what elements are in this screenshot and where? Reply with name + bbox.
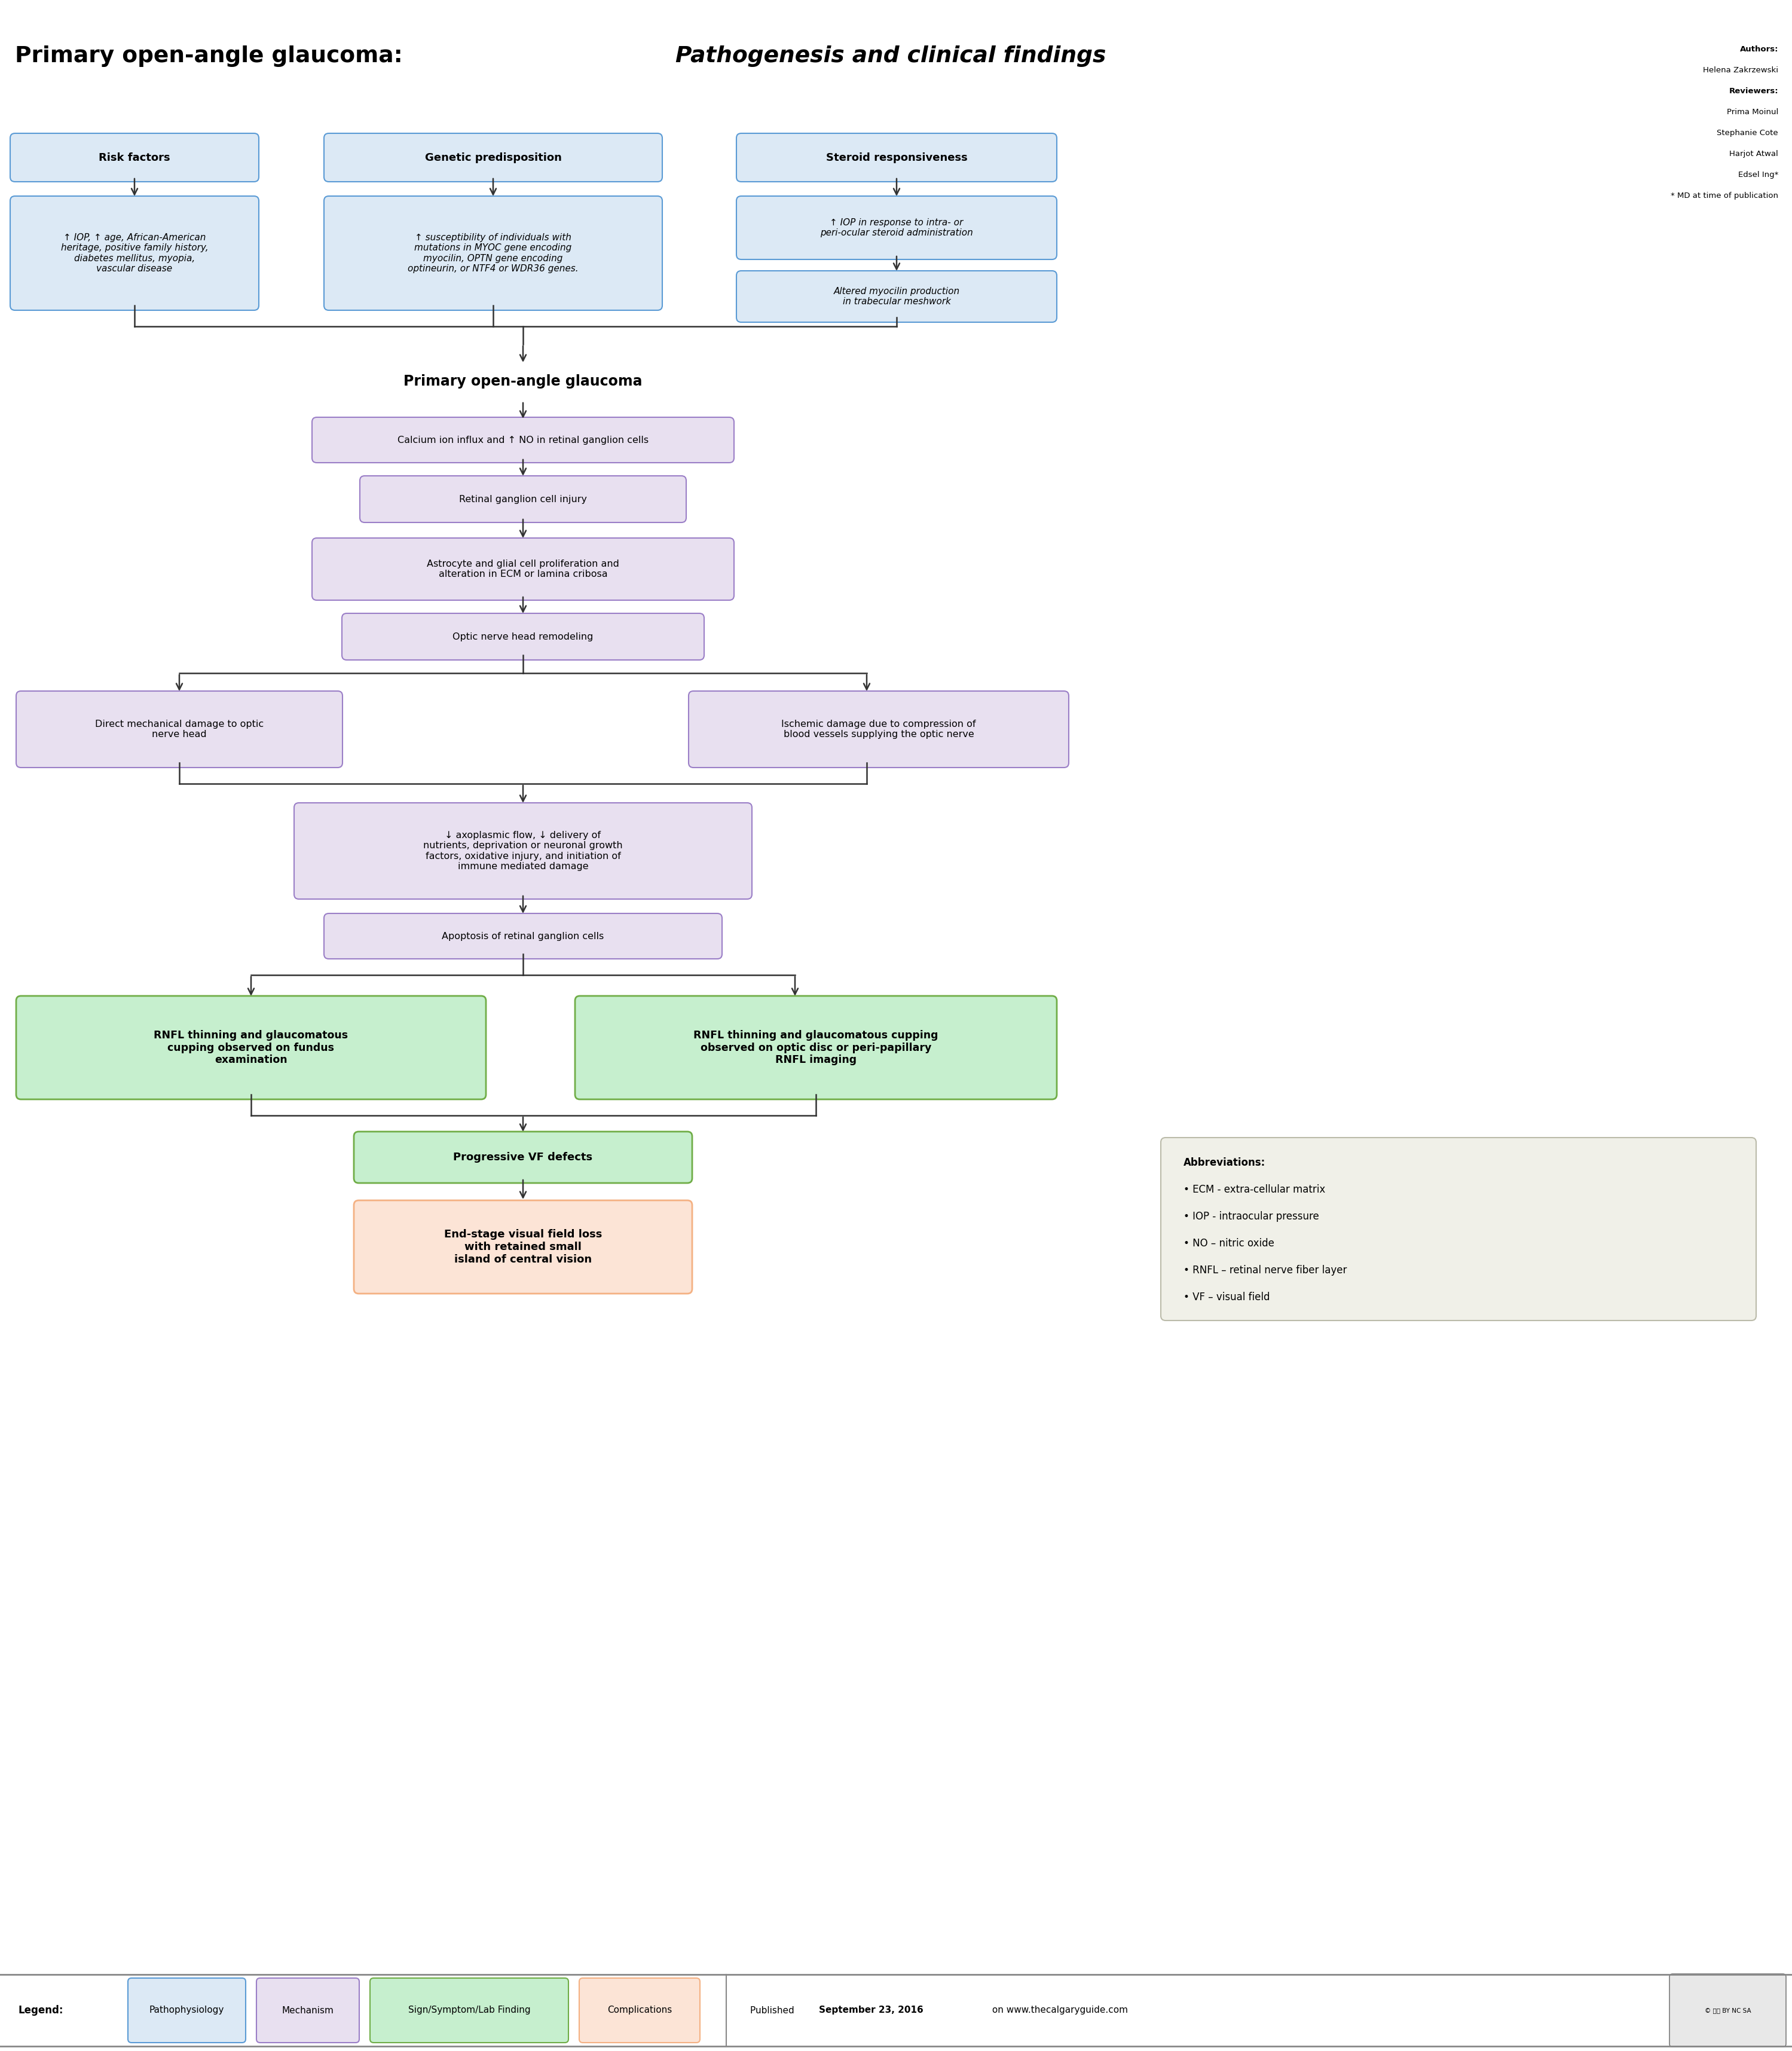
- Text: Abbreviations:: Abbreviations:: [1183, 1157, 1265, 1169]
- Text: ↑ susceptibility of individuals with
mutations in MYOC gene encoding
myocilin, O: ↑ susceptibility of individuals with mut…: [409, 234, 579, 273]
- Text: Sign/Symptom/Lab Finding: Sign/Symptom/Lab Finding: [409, 2006, 530, 2014]
- Text: September 23, 2016: September 23, 2016: [819, 2006, 923, 2014]
- FancyBboxPatch shape: [294, 802, 753, 898]
- Text: Edsel Ing*: Edsel Ing*: [1738, 170, 1778, 178]
- FancyBboxPatch shape: [353, 1200, 692, 1294]
- FancyBboxPatch shape: [11, 197, 258, 310]
- Text: Stephanie Cote: Stephanie Cote: [1717, 129, 1778, 137]
- Text: Calcium ion influx and ↑ NO in retinal ganglion cells: Calcium ion influx and ↑ NO in retinal g…: [398, 435, 649, 445]
- FancyBboxPatch shape: [369, 1977, 568, 2043]
- Text: Retinal ganglion cell injury: Retinal ganglion cell injury: [459, 494, 588, 505]
- Text: Risk factors: Risk factors: [99, 152, 170, 162]
- Text: • IOP - intraocular pressure: • IOP - intraocular pressure: [1183, 1210, 1319, 1222]
- Text: Mechanism: Mechanism: [281, 2006, 333, 2014]
- FancyBboxPatch shape: [324, 133, 663, 183]
- FancyBboxPatch shape: [16, 997, 486, 1099]
- Text: ↑ IOP in response to intra- or
peri-ocular steroid administration: ↑ IOP in response to intra- or peri-ocul…: [821, 217, 973, 238]
- Text: Harjot Atwal: Harjot Atwal: [1729, 150, 1778, 158]
- Text: Published: Published: [751, 2006, 797, 2014]
- Text: Primary open-angle glaucoma: Primary open-angle glaucoma: [403, 373, 642, 388]
- Text: RNFL thinning and glaucomatous
cupping observed on fundus
examination: RNFL thinning and glaucomatous cupping o…: [154, 1030, 348, 1064]
- FancyBboxPatch shape: [312, 537, 735, 601]
- Text: Astrocyte and glial cell proliferation and
alteration in ECM or lamina cribosa: Astrocyte and glial cell proliferation a…: [426, 560, 620, 578]
- Text: Optic nerve head remodeling: Optic nerve head remodeling: [453, 632, 593, 642]
- FancyBboxPatch shape: [353, 1132, 692, 1183]
- Text: * MD at time of publication: * MD at time of publication: [1670, 193, 1778, 199]
- Text: Direct mechanical damage to optic
nerve head: Direct mechanical damage to optic nerve …: [95, 720, 263, 738]
- Text: ↓ axoplasmic flow, ↓ delivery of
nutrients, deprivation or neuronal growth
facto: ↓ axoplasmic flow, ↓ delivery of nutrien…: [423, 831, 624, 872]
- Text: • NO – nitric oxide: • NO – nitric oxide: [1183, 1239, 1274, 1249]
- Text: Genetic predisposition: Genetic predisposition: [425, 152, 561, 162]
- Text: Helena Zakrzewski: Helena Zakrzewski: [1702, 66, 1778, 74]
- Text: Prima Moinul: Prima Moinul: [1727, 109, 1778, 117]
- FancyBboxPatch shape: [688, 691, 1068, 767]
- FancyBboxPatch shape: [360, 476, 686, 523]
- FancyBboxPatch shape: [324, 913, 722, 960]
- Text: Reviewers:: Reviewers:: [1729, 88, 1778, 94]
- FancyBboxPatch shape: [256, 1977, 358, 2043]
- Text: Apoptosis of retinal ganglion cells: Apoptosis of retinal ganglion cells: [443, 931, 604, 941]
- Text: Primary open-angle glaucoma:: Primary open-angle glaucoma:: [14, 45, 410, 68]
- Text: Progressive VF defects: Progressive VF defects: [453, 1153, 593, 1163]
- Text: Steroid responsiveness: Steroid responsiveness: [826, 152, 968, 162]
- Text: © ⒸⒸ BY NC SA: © ⒸⒸ BY NC SA: [1704, 2008, 1751, 2014]
- Text: Ischemic damage due to compression of
blood vessels supplying the optic nerve: Ischemic damage due to compression of bl…: [781, 720, 977, 738]
- Text: Pathogenesis and clinical findings: Pathogenesis and clinical findings: [676, 45, 1106, 68]
- Text: • VF – visual field: • VF – visual field: [1183, 1292, 1271, 1302]
- FancyBboxPatch shape: [575, 997, 1057, 1099]
- FancyBboxPatch shape: [324, 197, 663, 310]
- Text: ↑ IOP, ↑ age, African-American
heritage, positive family history,
diabetes melli: ↑ IOP, ↑ age, African-American heritage,…: [61, 234, 208, 273]
- FancyBboxPatch shape: [342, 613, 704, 660]
- FancyBboxPatch shape: [11, 133, 258, 183]
- Text: Pathophysiology: Pathophysiology: [149, 2006, 224, 2014]
- FancyBboxPatch shape: [16, 691, 342, 767]
- Text: on www.thecalgaryguide.com: on www.thecalgaryguide.com: [989, 2006, 1127, 2014]
- Text: RNFL thinning and glaucomatous cupping
observed on optic disc or peri-papillary
: RNFL thinning and glaucomatous cupping o…: [694, 1030, 939, 1064]
- Text: Altered myocilin production
in trabecular meshwork: Altered myocilin production in trabecula…: [833, 287, 961, 306]
- Text: Authors:: Authors:: [1740, 45, 1778, 53]
- FancyBboxPatch shape: [127, 1977, 246, 2043]
- FancyBboxPatch shape: [579, 1977, 701, 2043]
- FancyBboxPatch shape: [737, 133, 1057, 183]
- FancyBboxPatch shape: [737, 197, 1057, 258]
- FancyBboxPatch shape: [312, 416, 735, 464]
- Text: • RNFL – retinal nerve fiber layer: • RNFL – retinal nerve fiber layer: [1183, 1265, 1348, 1276]
- FancyBboxPatch shape: [1161, 1138, 1756, 1321]
- FancyBboxPatch shape: [737, 271, 1057, 322]
- Text: • ECM - extra-cellular matrix: • ECM - extra-cellular matrix: [1183, 1183, 1326, 1196]
- Text: Legend:: Legend:: [18, 2006, 63, 2016]
- Text: Complications: Complications: [607, 2006, 672, 2014]
- Text: End-stage visual field loss
with retained small
island of central vision: End-stage visual field loss with retaine…: [444, 1229, 602, 1265]
- FancyBboxPatch shape: [1670, 1973, 1787, 2047]
